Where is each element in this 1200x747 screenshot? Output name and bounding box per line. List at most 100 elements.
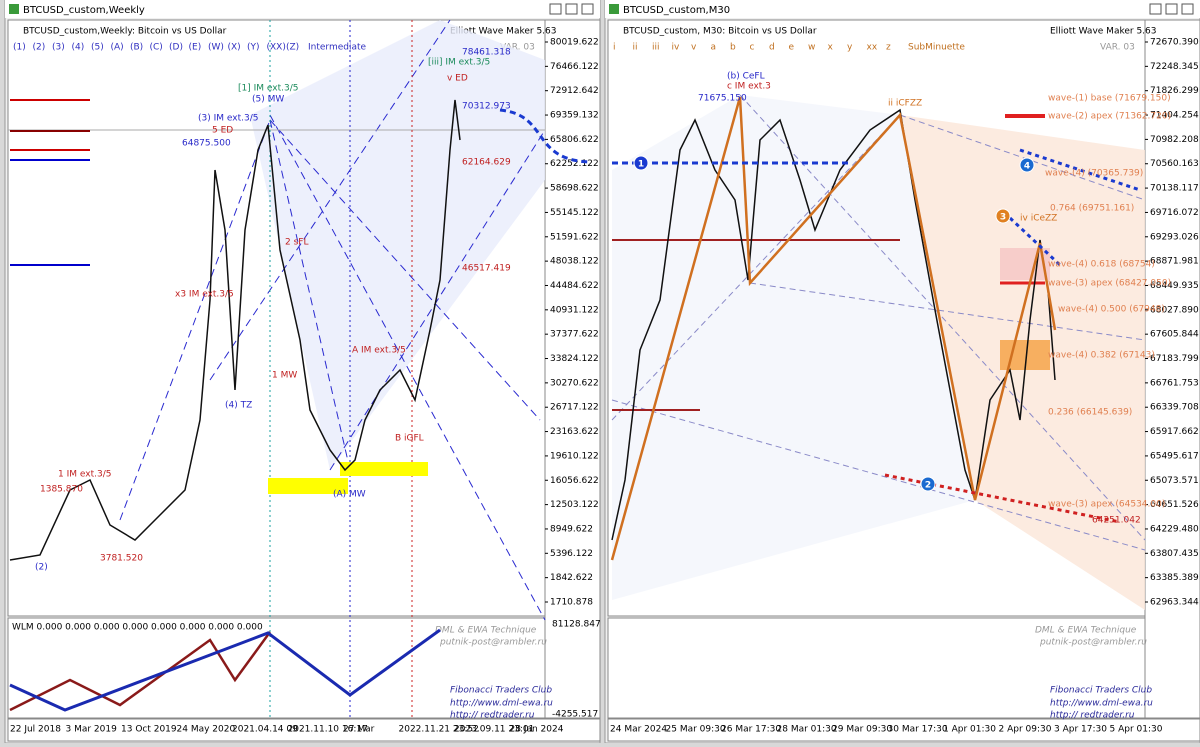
degree-button[interactable]: v (691, 43, 697, 53)
trend-line (119, 119, 271, 521)
wave-annotation: 3781.520 (100, 554, 143, 564)
highlight-zone (268, 478, 348, 494)
price-label: 65806.622 (550, 135, 599, 145)
wave-line (610, 96, 1057, 561)
price-label: 72912.642 (550, 86, 599, 96)
trend-line (269, 119, 541, 421)
date-label: 3 Apr 17:30 (1054, 725, 1107, 735)
price-label: 70560.163 (1150, 159, 1199, 169)
marker-circle (633, 155, 649, 171)
degree-button[interactable]: a (711, 43, 717, 53)
degree-button[interactable]: y (847, 43, 853, 53)
degree-button[interactable]: (D) (169, 43, 183, 53)
wave-annotation: wave-(4) (70365.739) (1045, 169, 1143, 179)
price-axis (544, 19, 601, 719)
marker-number: 3 (1000, 213, 1006, 223)
price-label: 65073.571 (1150, 476, 1199, 486)
wave-annotation: wave-(4) 0.382 (67143) (1048, 351, 1155, 361)
price-label: 19610.122 (550, 451, 599, 461)
degree-button[interactable]: iv (672, 43, 681, 53)
degree-button[interactable]: c (750, 43, 755, 53)
degree-button[interactable]: (Y) (247, 43, 260, 53)
version-label: VAR. 03 (500, 43, 535, 53)
price-path (9, 99, 461, 561)
degree-button[interactable]: (B) (130, 43, 143, 53)
degree-button[interactable]: (3) (52, 43, 65, 53)
degree-button[interactable]: ii (633, 43, 638, 53)
degree-button[interactable]: iii (652, 43, 660, 53)
window-close-button[interactable] (581, 3, 594, 15)
degree-button[interactable]: (W) (208, 43, 224, 53)
degree-button[interactable]: d (769, 43, 775, 53)
trend-line (269, 119, 351, 471)
price-label: 72248.345 (1150, 62, 1199, 72)
price-label: 65495.617 (1150, 451, 1199, 461)
wave-annotation: x3 IM ext.3/5 (175, 290, 234, 300)
window-title: BTCUSD_custom,Weekly (23, 5, 145, 16)
degree-button[interactable]: (2) (33, 43, 46, 53)
degree-button[interactable]: b (730, 43, 736, 53)
footer-text: http:// redtrader.ru (450, 711, 535, 721)
trend-line (329, 129, 546, 471)
wave-annotation: A IM ext.3/5 (352, 346, 406, 356)
date-label: 30 Mar 17:30 (888, 725, 948, 735)
wave-annotation: wave-(1) base (71679.150) (1048, 94, 1171, 104)
sub-axis-label: -4255.517 (552, 710, 598, 720)
degree-button[interactable]: (XX) (267, 43, 286, 53)
degree-button[interactable]: (C) (150, 43, 163, 53)
wave-annotation: wave-(4) 0.618 (68754) (1048, 260, 1155, 270)
degree-button[interactable]: SubMinuette (908, 43, 965, 53)
sub-axis-label: 81128.847 (552, 620, 601, 630)
degree-button[interactable]: x (828, 43, 834, 53)
degree-button[interactable]: (X) (228, 43, 241, 53)
degree-button[interactable]: (4) (72, 43, 85, 53)
degree-button[interactable]: Intermediate (308, 43, 367, 53)
date-label: 13 Oct 2019 (121, 725, 177, 735)
projection-arrow (1008, 216, 1062, 267)
date-label: 25 Mar 09:30 (666, 725, 726, 735)
price-label: 63807.435 (1150, 549, 1199, 559)
wave-annotation: 78461.318 (462, 48, 511, 58)
marker-number: 1 (638, 160, 644, 170)
degree-button[interactable]: (1) (13, 43, 26, 53)
window-close-button[interactable] (1181, 3, 1194, 15)
degree-button[interactable]: (5) (91, 43, 104, 53)
window-max-button[interactable] (565, 3, 578, 15)
date-axis (607, 718, 1200, 742)
marker-circle (920, 476, 936, 492)
wave-annotation: 0.764 (69751.161) (1050, 204, 1134, 214)
degree-button[interactable]: i (613, 43, 616, 53)
degree-button[interactable]: e (789, 43, 795, 53)
price-label: 64229.480 (1150, 524, 1199, 534)
window-min-button[interactable] (1149, 3, 1162, 15)
degree-button[interactable]: (E) (189, 43, 202, 53)
highlight-zone (340, 462, 428, 476)
price-label: 8949.622 (550, 524, 593, 534)
wave-annotation: [1] IM ext.3/5 (238, 84, 298, 94)
projection-arrow (499, 108, 591, 164)
price-label: 67183.799 (1150, 354, 1199, 364)
degree-button[interactable]: w (808, 43, 815, 53)
wave-annotation: v ED (447, 74, 468, 84)
price-label: 1842.622 (550, 573, 593, 583)
window-max-button[interactable] (1165, 3, 1178, 15)
trend-line (749, 282, 1146, 341)
wave-annotation: wave-(3) apex (68427.050) (1048, 279, 1171, 289)
degree-button[interactable]: (A) (111, 43, 124, 53)
date-label: 2021.04.14 09 (232, 725, 298, 735)
date-label: 2022.11.21 23:52 (399, 725, 479, 735)
price-label: 69716.072 (1150, 208, 1199, 218)
subwindow-area (607, 617, 1146, 719)
footer-text: putnik-post@rambler.ru (1039, 638, 1147, 648)
degree-button[interactable]: xx (867, 43, 878, 53)
wave-annotation: 64875.500 (182, 139, 231, 149)
price-label: 44484.622 (550, 281, 599, 291)
wave-annotation: (4) TZ (225, 401, 252, 411)
degree-button[interactable]: (Z) (286, 43, 299, 53)
window-min-button[interactable] (549, 3, 562, 15)
chart-label: BTCUSD_custom, M30: Bitcoin vs US Dollar (623, 27, 817, 37)
date-label: 2023.09.11 23:01 (454, 725, 534, 735)
marker-circle (1019, 157, 1035, 173)
price-label: 72670.390 (1150, 38, 1199, 48)
degree-button[interactable]: z (886, 43, 891, 53)
